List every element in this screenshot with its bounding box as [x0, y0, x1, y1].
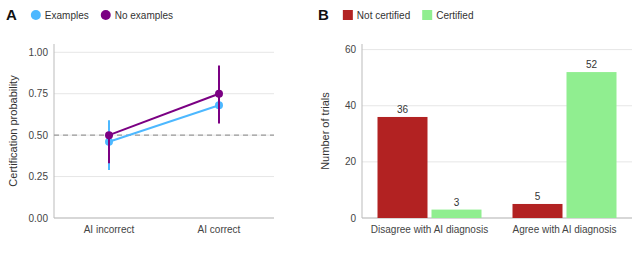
plot-area	[54, 66, 274, 170]
legend: Examples No examples	[31, 10, 173, 21]
plot-area	[378, 72, 617, 218]
legend-swatch	[422, 10, 432, 20]
bar	[432, 210, 482, 218]
tick-label: AI correct	[198, 224, 241, 235]
data-label: 36	[397, 104, 409, 115]
tick-label: 0.75	[29, 88, 49, 99]
legend-item: Examples	[31, 10, 89, 21]
grid-line	[54, 93, 274, 94]
series-line	[109, 94, 219, 135]
data-label: 5	[535, 191, 541, 202]
error-bar	[108, 120, 110, 170]
tick-label: Disagree with AI diagnosis	[371, 224, 488, 235]
legend-swatch	[31, 10, 41, 20]
data-label: 52	[586, 59, 598, 70]
grid-line	[54, 52, 274, 53]
axis-label: Certification probability	[7, 75, 19, 187]
tick-label: 0	[350, 213, 356, 224]
panel: 0.00 0.25 0.50 0.75 1.00 AI incorrect AI corre…	[6, 6, 274, 235]
y-axis-line	[362, 44, 363, 218]
axis-label: Number of trials	[319, 92, 331, 170]
legend-swatch	[343, 10, 353, 20]
panel: 0 20 40 60 Disagree with AI diagnosis Agree w…	[318, 6, 632, 235]
grid-line	[54, 218, 274, 219]
legend-item: Certified	[422, 10, 473, 21]
bar	[567, 72, 617, 218]
legend-label: Not certified	[357, 10, 410, 21]
tick-label: 1.00	[29, 47, 49, 58]
tick-label: 40	[345, 100, 357, 111]
legend-swatch	[101, 10, 111, 20]
tick-label: 0.25	[29, 171, 49, 182]
data-label: 3	[454, 197, 460, 208]
x-axis-line	[54, 218, 274, 219]
legend-label: Examples	[45, 10, 89, 21]
point	[215, 90, 223, 98]
chart-canvas: 0.00 0.25 0.50 0.75 1.00 AI incorrect AI corre…	[0, 0, 640, 260]
title: A	[6, 6, 17, 23]
legend-item: Not certified	[343, 10, 410, 21]
y-axis-line	[54, 44, 55, 218]
tick-label: AI incorrect	[84, 224, 135, 235]
grid-line	[362, 49, 632, 50]
grid-line	[54, 176, 274, 177]
legend-label: No examples	[115, 10, 173, 21]
series-line	[109, 105, 219, 141]
tick-label: 0.50	[29, 130, 49, 141]
legend: Not certified Certified	[343, 10, 474, 21]
tick-label: Agree with AI diagnosis	[513, 224, 617, 235]
tick-label: 60	[345, 44, 357, 55]
reference-line	[54, 135, 274, 136]
tick-label: 20	[345, 156, 357, 167]
legend-label: Certified	[436, 10, 473, 21]
bar	[378, 117, 428, 218]
tick-label: 0.00	[29, 213, 49, 224]
legend-item: No examples	[101, 10, 173, 21]
data-labels: 36 5 3 52	[397, 59, 598, 208]
point	[105, 131, 113, 139]
grid-line	[54, 135, 274, 136]
title: B	[318, 6, 329, 23]
bar	[513, 204, 563, 218]
